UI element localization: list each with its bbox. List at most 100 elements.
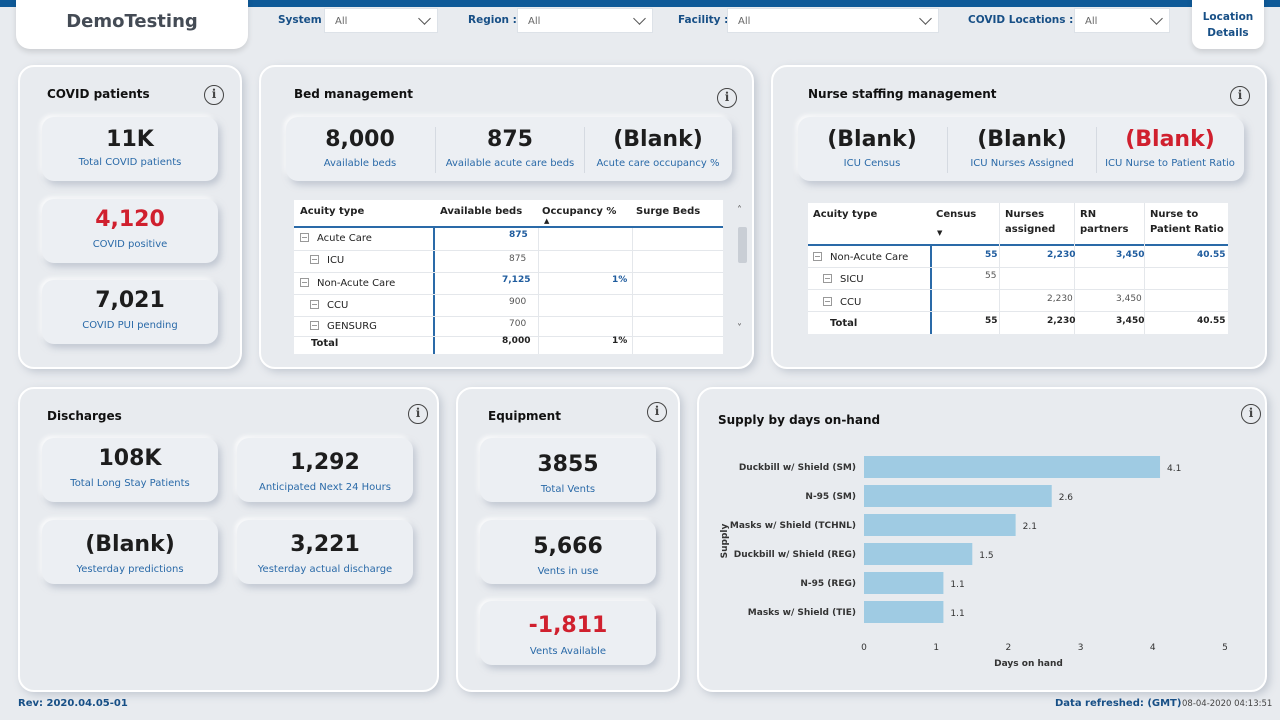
app-title: DemoTesting xyxy=(16,0,248,49)
scroll-up-icon[interactable]: ˄ xyxy=(737,205,742,216)
card-value: 3,221 xyxy=(290,532,360,557)
total-label: Total xyxy=(311,338,339,349)
column-header[interactable]: Nurse to xyxy=(1150,209,1199,220)
collapse-icon[interactable] xyxy=(310,255,319,264)
x-tick-label: 4 xyxy=(1150,643,1156,653)
filter-system-label: System : xyxy=(278,14,330,26)
cell-value: 1% xyxy=(612,275,628,285)
grid-line xyxy=(538,228,539,354)
x-tick-label: 5 xyxy=(1222,643,1228,653)
row-label: Non-Acute Care xyxy=(317,278,396,289)
grid-line xyxy=(294,316,723,317)
covid-pui-card: 7,021 COVID PUI pending xyxy=(42,280,218,344)
divider xyxy=(947,127,948,173)
total-vents-card: 3855 Total Vents xyxy=(480,438,656,502)
grid-line xyxy=(808,267,1228,268)
collapse-icon[interactable] xyxy=(823,274,832,283)
bar-value-label: 1.1 xyxy=(950,609,964,619)
column-header: Patient Ratio xyxy=(1150,224,1224,235)
collapse-icon[interactable] xyxy=(823,297,832,306)
stat-value: (Blank) xyxy=(827,127,917,152)
x-axis-title: Days on hand xyxy=(994,659,1063,669)
nurse-table: Acuity type Census ▼ Nurses assigned RN … xyxy=(808,203,1228,334)
info-icon[interactable]: i xyxy=(1241,404,1261,424)
info-icon[interactable]: i xyxy=(408,404,428,424)
cell-value: 40.55 xyxy=(1197,250,1226,260)
filter-region-select[interactable]: All xyxy=(517,8,653,33)
stat-label: ICU Nurse to Patient Ratio xyxy=(1105,158,1235,169)
divider xyxy=(584,127,585,173)
column-header[interactable]: Surge Beds xyxy=(636,206,701,217)
card-value: 4,120 xyxy=(95,207,165,232)
info-icon[interactable]: i xyxy=(647,402,667,422)
chevron-down-icon xyxy=(919,12,932,25)
bar[interactable] xyxy=(864,572,944,594)
location-details-button[interactable]: Location Details xyxy=(1192,0,1264,49)
stat-value: (Blank) xyxy=(613,127,703,152)
total-value: 3,450 xyxy=(1116,316,1145,326)
equipment-panel: Equipment i 3855 Total Vents 5,666 Vents… xyxy=(456,387,680,692)
grid-line xyxy=(999,203,1000,334)
grid-line xyxy=(294,294,723,295)
info-icon[interactable]: i xyxy=(717,88,737,108)
column-header[interactable]: RN xyxy=(1080,209,1097,220)
stat-icu-census: (Blank) ICU Census xyxy=(798,127,946,169)
collapse-icon[interactable] xyxy=(813,252,822,261)
column-header[interactable]: Census xyxy=(936,209,977,220)
total-value: 40.55 xyxy=(1197,316,1226,326)
anticipated-card: 1,292 Anticipated Next 24 Hours xyxy=(237,438,413,502)
collapse-icon[interactable] xyxy=(300,233,309,242)
grid-line xyxy=(808,311,1228,312)
bar-value-label: 1.1 xyxy=(950,580,964,590)
cell-value: 2,230 xyxy=(1047,294,1073,304)
column-header[interactable]: Acuity type xyxy=(300,206,365,217)
collapse-icon[interactable] xyxy=(300,278,309,287)
column-header[interactable]: Available beds xyxy=(440,206,523,217)
table-row[interactable]: SICU xyxy=(823,274,864,285)
table-row[interactable]: Non-Acute Care xyxy=(813,252,908,263)
panel-title: Nurse staffing management xyxy=(808,87,997,101)
bar[interactable] xyxy=(864,543,973,565)
filter-system-value: All xyxy=(335,16,348,27)
row-label: SICU xyxy=(840,274,864,285)
column-header[interactable]: Occupancy % xyxy=(542,206,617,217)
data-refreshed-label: Data refreshed: (GMT) xyxy=(1055,698,1182,709)
data-refreshed-value: 08-04-2020 04:13:51 xyxy=(1182,699,1273,709)
grid-line xyxy=(808,289,1228,290)
column-header[interactable]: Nurses xyxy=(1005,209,1045,220)
chevron-down-icon xyxy=(1150,12,1163,25)
filter-system-select[interactable]: All xyxy=(324,8,438,33)
collapse-icon[interactable] xyxy=(310,321,319,330)
info-icon[interactable]: i xyxy=(204,85,224,105)
card-label: Vents in use xyxy=(537,566,599,577)
row-label: GENSURG xyxy=(327,321,377,332)
grid-line xyxy=(1074,203,1075,334)
card-label: Total COVID patients xyxy=(78,157,182,168)
table-row[interactable]: CCU xyxy=(310,300,348,311)
bar[interactable] xyxy=(864,601,944,623)
collapse-icon[interactable] xyxy=(310,300,319,309)
category-label: N-95 (REG) xyxy=(800,579,856,589)
sort-desc-icon: ▲ xyxy=(544,217,550,225)
location-details-line1: Location xyxy=(1202,11,1254,23)
row-label: Non-Acute Care xyxy=(830,252,909,263)
bar[interactable] xyxy=(864,456,1161,478)
filter-facility-select[interactable]: All xyxy=(727,8,939,33)
table-row[interactable]: GENSURG xyxy=(310,321,377,332)
covid-total-card: 11K Total COVID patients xyxy=(42,117,218,181)
stat-value: 8,000 xyxy=(325,127,395,152)
revision-label: Rev: 2020.04.05-01 xyxy=(18,698,128,709)
card-label: Anticipated Next 24 Hours xyxy=(259,482,391,493)
bar[interactable] xyxy=(864,514,1016,536)
table-row[interactable]: Acute Care xyxy=(300,233,372,244)
grid-line xyxy=(294,272,723,273)
bar[interactable] xyxy=(864,485,1052,507)
info-icon[interactable]: i xyxy=(1230,86,1250,106)
column-header[interactable]: Acuity type xyxy=(813,209,878,220)
table-row[interactable]: Non-Acute Care xyxy=(300,278,395,289)
table-row[interactable]: ICU xyxy=(310,255,344,266)
table-row[interactable]: CCU xyxy=(823,297,861,308)
scrollbar-thumb[interactable] xyxy=(738,227,747,263)
filter-covid-locations-select[interactable]: All xyxy=(1074,8,1170,33)
scroll-down-icon[interactable]: ˅ xyxy=(737,323,742,334)
